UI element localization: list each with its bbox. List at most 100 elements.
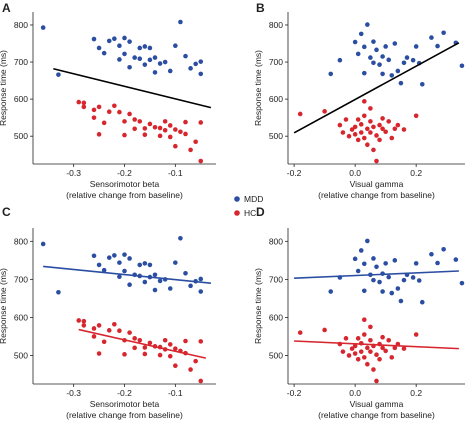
data-point-hc [167,342,173,347]
data-point-hc [137,337,143,343]
data-point-mdd [122,268,127,274]
data-point-hc [147,340,153,346]
data-point-mdd [152,272,158,278]
data-point-hc [365,345,370,351]
data-point-hc [198,120,204,125]
data-point-mdd [152,287,158,293]
data-point-mdd [416,278,422,283]
panel-a: A 500 600 700 800 -0.3 -0.2 -0.1 Sensorimotor be… [0,1,216,200]
data-point-mdd [147,262,153,268]
data-point-mdd [358,248,364,253]
data-point-hc [322,327,327,333]
y-tick-label: 600 [14,312,28,322]
y-tick-label: 800 [269,20,283,30]
data-point-hc [157,133,163,139]
panel-letter: D [256,205,265,219]
series-hc [297,99,419,164]
x-tick-label: 0.2 [410,388,422,398]
data-point-mdd [178,235,183,241]
data-point-mdd [401,60,407,66]
data-point-hc [76,318,82,323]
data-point-mdd [122,35,127,41]
data-point-mdd [429,35,434,40]
data-point-mdd [117,57,122,62]
data-point-hc [162,119,168,124]
y-tick-label: 800 [269,236,283,246]
y-axis-title: Response time (ms) [0,268,8,344]
data-point-mdd [157,278,163,284]
fit-line-hc [294,340,459,350]
legend-label-hc: HC [244,208,256,218]
data-point-hc [91,115,97,120]
data-point-hc [389,135,395,141]
fit-line-mdd [294,270,459,280]
data-point-mdd [183,270,188,276]
y-tick-label: 500 [14,131,28,141]
data-point-hc [188,367,193,372]
data-point-hc [380,126,385,132]
fit-line-all [53,67,212,109]
data-point-hc [377,137,382,143]
data-point-hc [413,332,419,337]
data-point-mdd [162,59,168,65]
data-point-hc [368,349,373,354]
data-point-hc [395,122,401,128]
data-point-hc [162,127,168,133]
data-point-mdd [404,55,410,60]
data-point-mdd [137,262,143,268]
data-point-hc [162,337,168,343]
data-point-hc [358,122,364,127]
data-point-hc [117,328,122,334]
data-point-mdd [413,261,419,266]
data-point-hc [371,367,376,372]
data-point-hc [322,109,327,114]
x-axis-subtitle: (relative change from baseline) [318,190,435,200]
data-point-mdd [183,53,188,59]
panels: A 500 600 700 800 -0.3 -0.2 -0.1 Sensorimotor be… [0,1,465,420]
data-point-hc [358,349,364,354]
data-point-mdd [371,60,376,66]
x-axis-title: Visual gamma [350,399,404,409]
data-point-hc [383,348,388,354]
data-point-mdd [410,57,416,63]
data-point-mdd [413,44,419,49]
data-point-hc [389,355,395,360]
data-point-hc [127,111,132,117]
data-point-hc [96,132,102,137]
data-point-mdd [377,62,382,67]
y-tick-label: 800 [14,236,28,246]
data-point-hc [112,103,117,109]
data-point-hc [368,119,373,124]
data-point-hc [358,130,364,135]
data-point-hc [377,122,382,128]
data-point-mdd [377,279,382,285]
series-hc [76,99,204,164]
data-point-hc [340,349,346,354]
data-point-hc [371,147,376,153]
data-point-mdd [96,262,102,268]
data-point-hc [380,334,385,340]
data-point-mdd [122,252,127,257]
data-point-mdd [389,290,395,296]
data-point-mdd [101,267,107,273]
y-tick-label: 800 [14,20,28,30]
data-point-mdd [328,289,334,294]
data-point-mdd [122,51,127,57]
data-point-hc [380,345,385,351]
data-point-mdd [419,299,425,305]
data-point-hc [386,337,392,343]
data-point-hc [112,321,117,327]
data-point-hc [386,119,392,124]
data-point-mdd [127,282,132,287]
data-point-hc [374,352,379,358]
data-point-hc [392,126,398,132]
data-point-mdd [40,241,46,247]
series-mdd [40,19,204,77]
panel-b: B 500 600 700 800 -0.2 0.0 0.2 Visual gamma(rela… [253,1,465,200]
data-point-mdd [147,57,153,63]
data-point-hc [340,130,346,135]
data-point-hc [413,113,419,119]
data-point-hc [198,378,204,384]
data-point-hc [374,378,379,384]
